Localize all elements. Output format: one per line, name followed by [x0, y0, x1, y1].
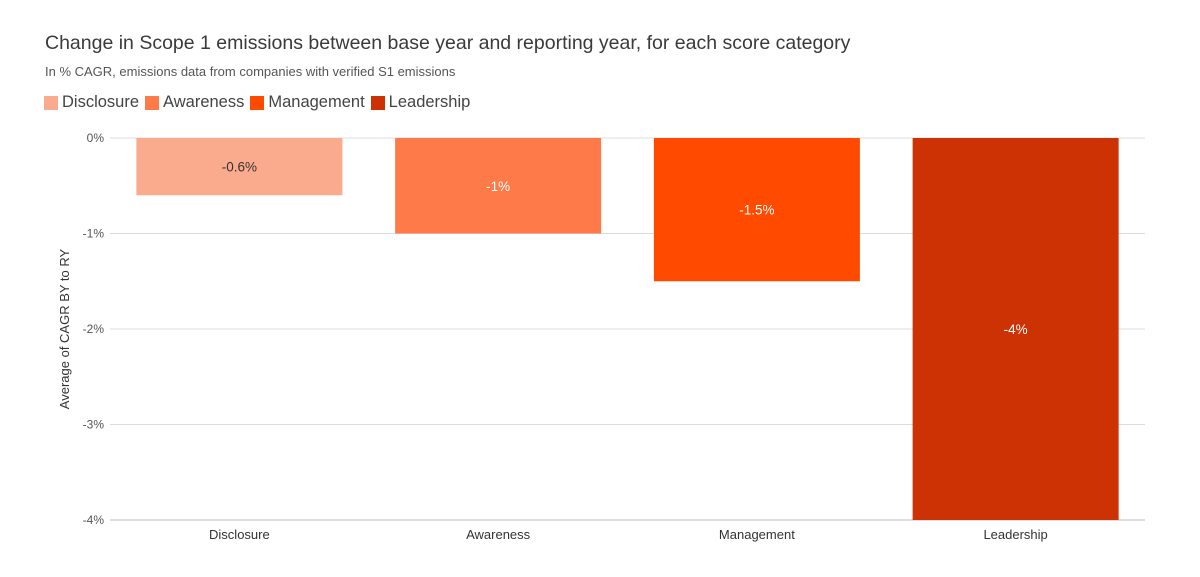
legend-swatch-awareness: [145, 95, 160, 110]
bar-leadership[interactable]: [912, 138, 1119, 520]
y-axis-label: Average of CAGR BY to RY: [57, 248, 72, 409]
data-label-awareness: -1%: [486, 179, 510, 194]
legend-label-awareness: Awareness: [163, 93, 245, 111]
legend-swatch-leadership: [370, 95, 385, 110]
legend-label-disclosure: Disclosure: [62, 93, 140, 111]
legend-item-leadership[interactable]: Leadership: [370, 93, 471, 112]
x-tick-label-disclosure: Disclosure: [209, 527, 270, 542]
y-tick-label: -3%: [83, 418, 105, 432]
y-tick-label: 0%: [87, 131, 105, 145]
y-tick-label: -2%: [83, 322, 105, 336]
chart-subtitle: In % CAGR, emissions data from companies…: [45, 64, 456, 79]
axes: 0% -1% -2% -3% -4% Disclosure Awareness Managem…: [83, 131, 1048, 542]
bar-awareness[interactable]: [395, 138, 602, 234]
x-tick-label-management: Management: [719, 527, 795, 542]
data-label-disclosure: -0.6%: [222, 160, 257, 175]
legend-label-management: Management: [268, 93, 365, 111]
legend-item-awareness[interactable]: Awareness: [145, 93, 244, 112]
legend-item-disclosure[interactable]: Disclosure: [44, 93, 139, 112]
bar-management[interactable]: [653, 138, 860, 282]
bar-disclosure[interactable]: [136, 138, 343, 196]
legend-swatch-disclosure: [44, 95, 58, 110]
legend-item-management[interactable]: Management: [250, 93, 365, 112]
x-tick-label-leadership: Leadership: [983, 527, 1047, 542]
data-label-management: -1.5%: [739, 203, 774, 218]
chart-title: Change in Scope 1 emissions between base…: [45, 32, 851, 54]
bars: -0.6% -1% -1.5% -4%: [136, 138, 1119, 520]
data-label-leadership: -4%: [1004, 322, 1028, 337]
legend-swatch-management: [250, 95, 265, 110]
chart-legend: Disclosure Awareness Management Leadersh…: [44, 93, 476, 112]
y-tick-label: -4%: [83, 513, 105, 527]
legend-label-leadership: Leadership: [388, 93, 471, 111]
x-tick-label-awareness: Awareness: [466, 527, 531, 542]
y-tick-label: -1%: [83, 227, 105, 241]
